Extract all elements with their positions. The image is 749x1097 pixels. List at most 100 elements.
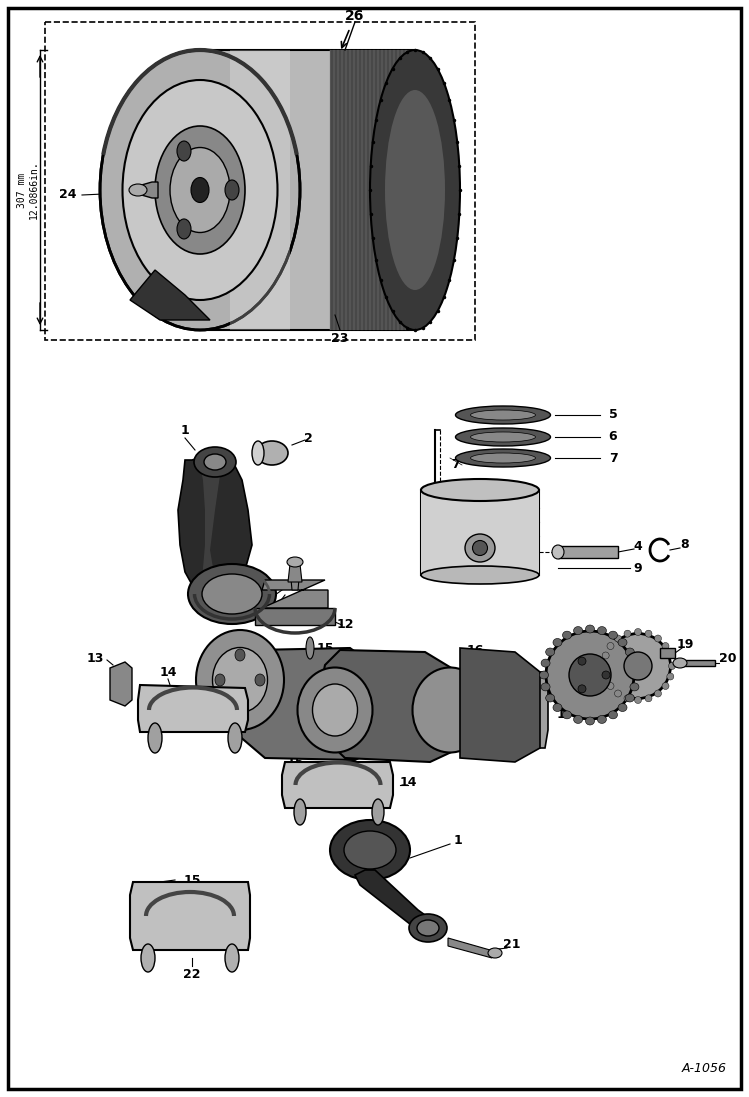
Polygon shape: [421, 490, 539, 575]
Text: 2: 2: [303, 431, 312, 444]
Ellipse shape: [645, 630, 652, 637]
Polygon shape: [178, 455, 252, 600]
Ellipse shape: [191, 178, 209, 203]
Text: 19: 19: [676, 638, 694, 652]
Ellipse shape: [578, 685, 586, 693]
Ellipse shape: [421, 479, 539, 501]
Text: 15: 15: [184, 873, 201, 886]
Ellipse shape: [614, 690, 622, 697]
Ellipse shape: [228, 723, 242, 753]
Ellipse shape: [673, 658, 687, 668]
Text: 9: 9: [634, 562, 643, 575]
Text: 15: 15: [316, 642, 334, 655]
Text: 17: 17: [557, 709, 574, 722]
Polygon shape: [255, 608, 335, 625]
Polygon shape: [138, 685, 248, 732]
Ellipse shape: [625, 648, 634, 656]
Ellipse shape: [455, 428, 551, 446]
Ellipse shape: [100, 50, 300, 330]
Ellipse shape: [662, 682, 669, 690]
Ellipse shape: [235, 649, 245, 661]
Polygon shape: [680, 660, 715, 666]
Ellipse shape: [255, 674, 265, 686]
Polygon shape: [130, 882, 250, 950]
Ellipse shape: [655, 690, 661, 697]
Ellipse shape: [235, 699, 245, 711]
Text: 4: 4: [634, 540, 643, 553]
Text: 10: 10: [249, 593, 267, 607]
Polygon shape: [450, 672, 548, 748]
Ellipse shape: [196, 630, 284, 730]
Text: 23: 23: [331, 331, 349, 344]
Text: 7: 7: [609, 452, 617, 464]
Ellipse shape: [297, 667, 372, 753]
Ellipse shape: [546, 631, 634, 719]
Polygon shape: [235, 648, 395, 760]
Ellipse shape: [662, 643, 669, 649]
Polygon shape: [460, 648, 540, 762]
Ellipse shape: [294, 799, 306, 825]
Ellipse shape: [546, 694, 555, 702]
Ellipse shape: [578, 657, 586, 665]
Ellipse shape: [177, 142, 191, 161]
Text: 8: 8: [681, 539, 689, 552]
Polygon shape: [230, 50, 290, 330]
Ellipse shape: [455, 406, 551, 425]
Ellipse shape: [667, 652, 674, 659]
Text: 1: 1: [454, 834, 462, 847]
Ellipse shape: [204, 454, 226, 470]
Ellipse shape: [385, 90, 445, 290]
Text: 25: 25: [231, 218, 249, 231]
Ellipse shape: [602, 652, 609, 659]
Polygon shape: [130, 270, 210, 320]
Ellipse shape: [553, 638, 562, 646]
Ellipse shape: [225, 180, 239, 200]
Ellipse shape: [634, 629, 641, 635]
Text: 3: 3: [425, 488, 434, 501]
Ellipse shape: [598, 626, 607, 634]
Ellipse shape: [601, 663, 607, 669]
Ellipse shape: [562, 631, 571, 640]
Text: 12: 12: [336, 619, 354, 632]
Ellipse shape: [256, 441, 288, 465]
Ellipse shape: [372, 799, 384, 825]
Ellipse shape: [177, 219, 191, 239]
Text: 5: 5: [609, 408, 617, 421]
Text: 18: 18: [637, 633, 654, 646]
Polygon shape: [660, 648, 675, 658]
Polygon shape: [558, 546, 618, 558]
Ellipse shape: [287, 557, 303, 567]
Ellipse shape: [630, 659, 639, 667]
Ellipse shape: [470, 410, 536, 420]
Ellipse shape: [625, 694, 634, 702]
Polygon shape: [200, 50, 415, 330]
Text: 15: 15: [286, 656, 304, 668]
Ellipse shape: [202, 574, 262, 614]
Ellipse shape: [409, 914, 447, 942]
Text: 15: 15: [286, 756, 304, 769]
Ellipse shape: [330, 819, 410, 880]
Ellipse shape: [645, 694, 652, 702]
Ellipse shape: [667, 672, 674, 680]
Text: 307 mm
12.0866in.: 307 mm 12.0866in.: [17, 160, 39, 219]
Ellipse shape: [586, 625, 595, 633]
Polygon shape: [448, 938, 492, 958]
Text: 20: 20: [719, 652, 737, 665]
Text: 7: 7: [451, 459, 459, 472]
Ellipse shape: [417, 920, 439, 936]
Ellipse shape: [141, 945, 155, 972]
Ellipse shape: [608, 631, 617, 640]
Ellipse shape: [541, 683, 550, 691]
Ellipse shape: [618, 703, 627, 712]
Text: 16: 16: [467, 644, 484, 656]
Text: 10: 10: [253, 601, 270, 614]
Ellipse shape: [465, 534, 495, 562]
Ellipse shape: [312, 685, 357, 736]
Ellipse shape: [607, 643, 614, 649]
Ellipse shape: [470, 453, 536, 463]
Text: 22: 22: [184, 968, 201, 981]
Ellipse shape: [634, 697, 641, 703]
Ellipse shape: [574, 715, 583, 723]
Ellipse shape: [155, 126, 245, 255]
Ellipse shape: [607, 682, 614, 690]
